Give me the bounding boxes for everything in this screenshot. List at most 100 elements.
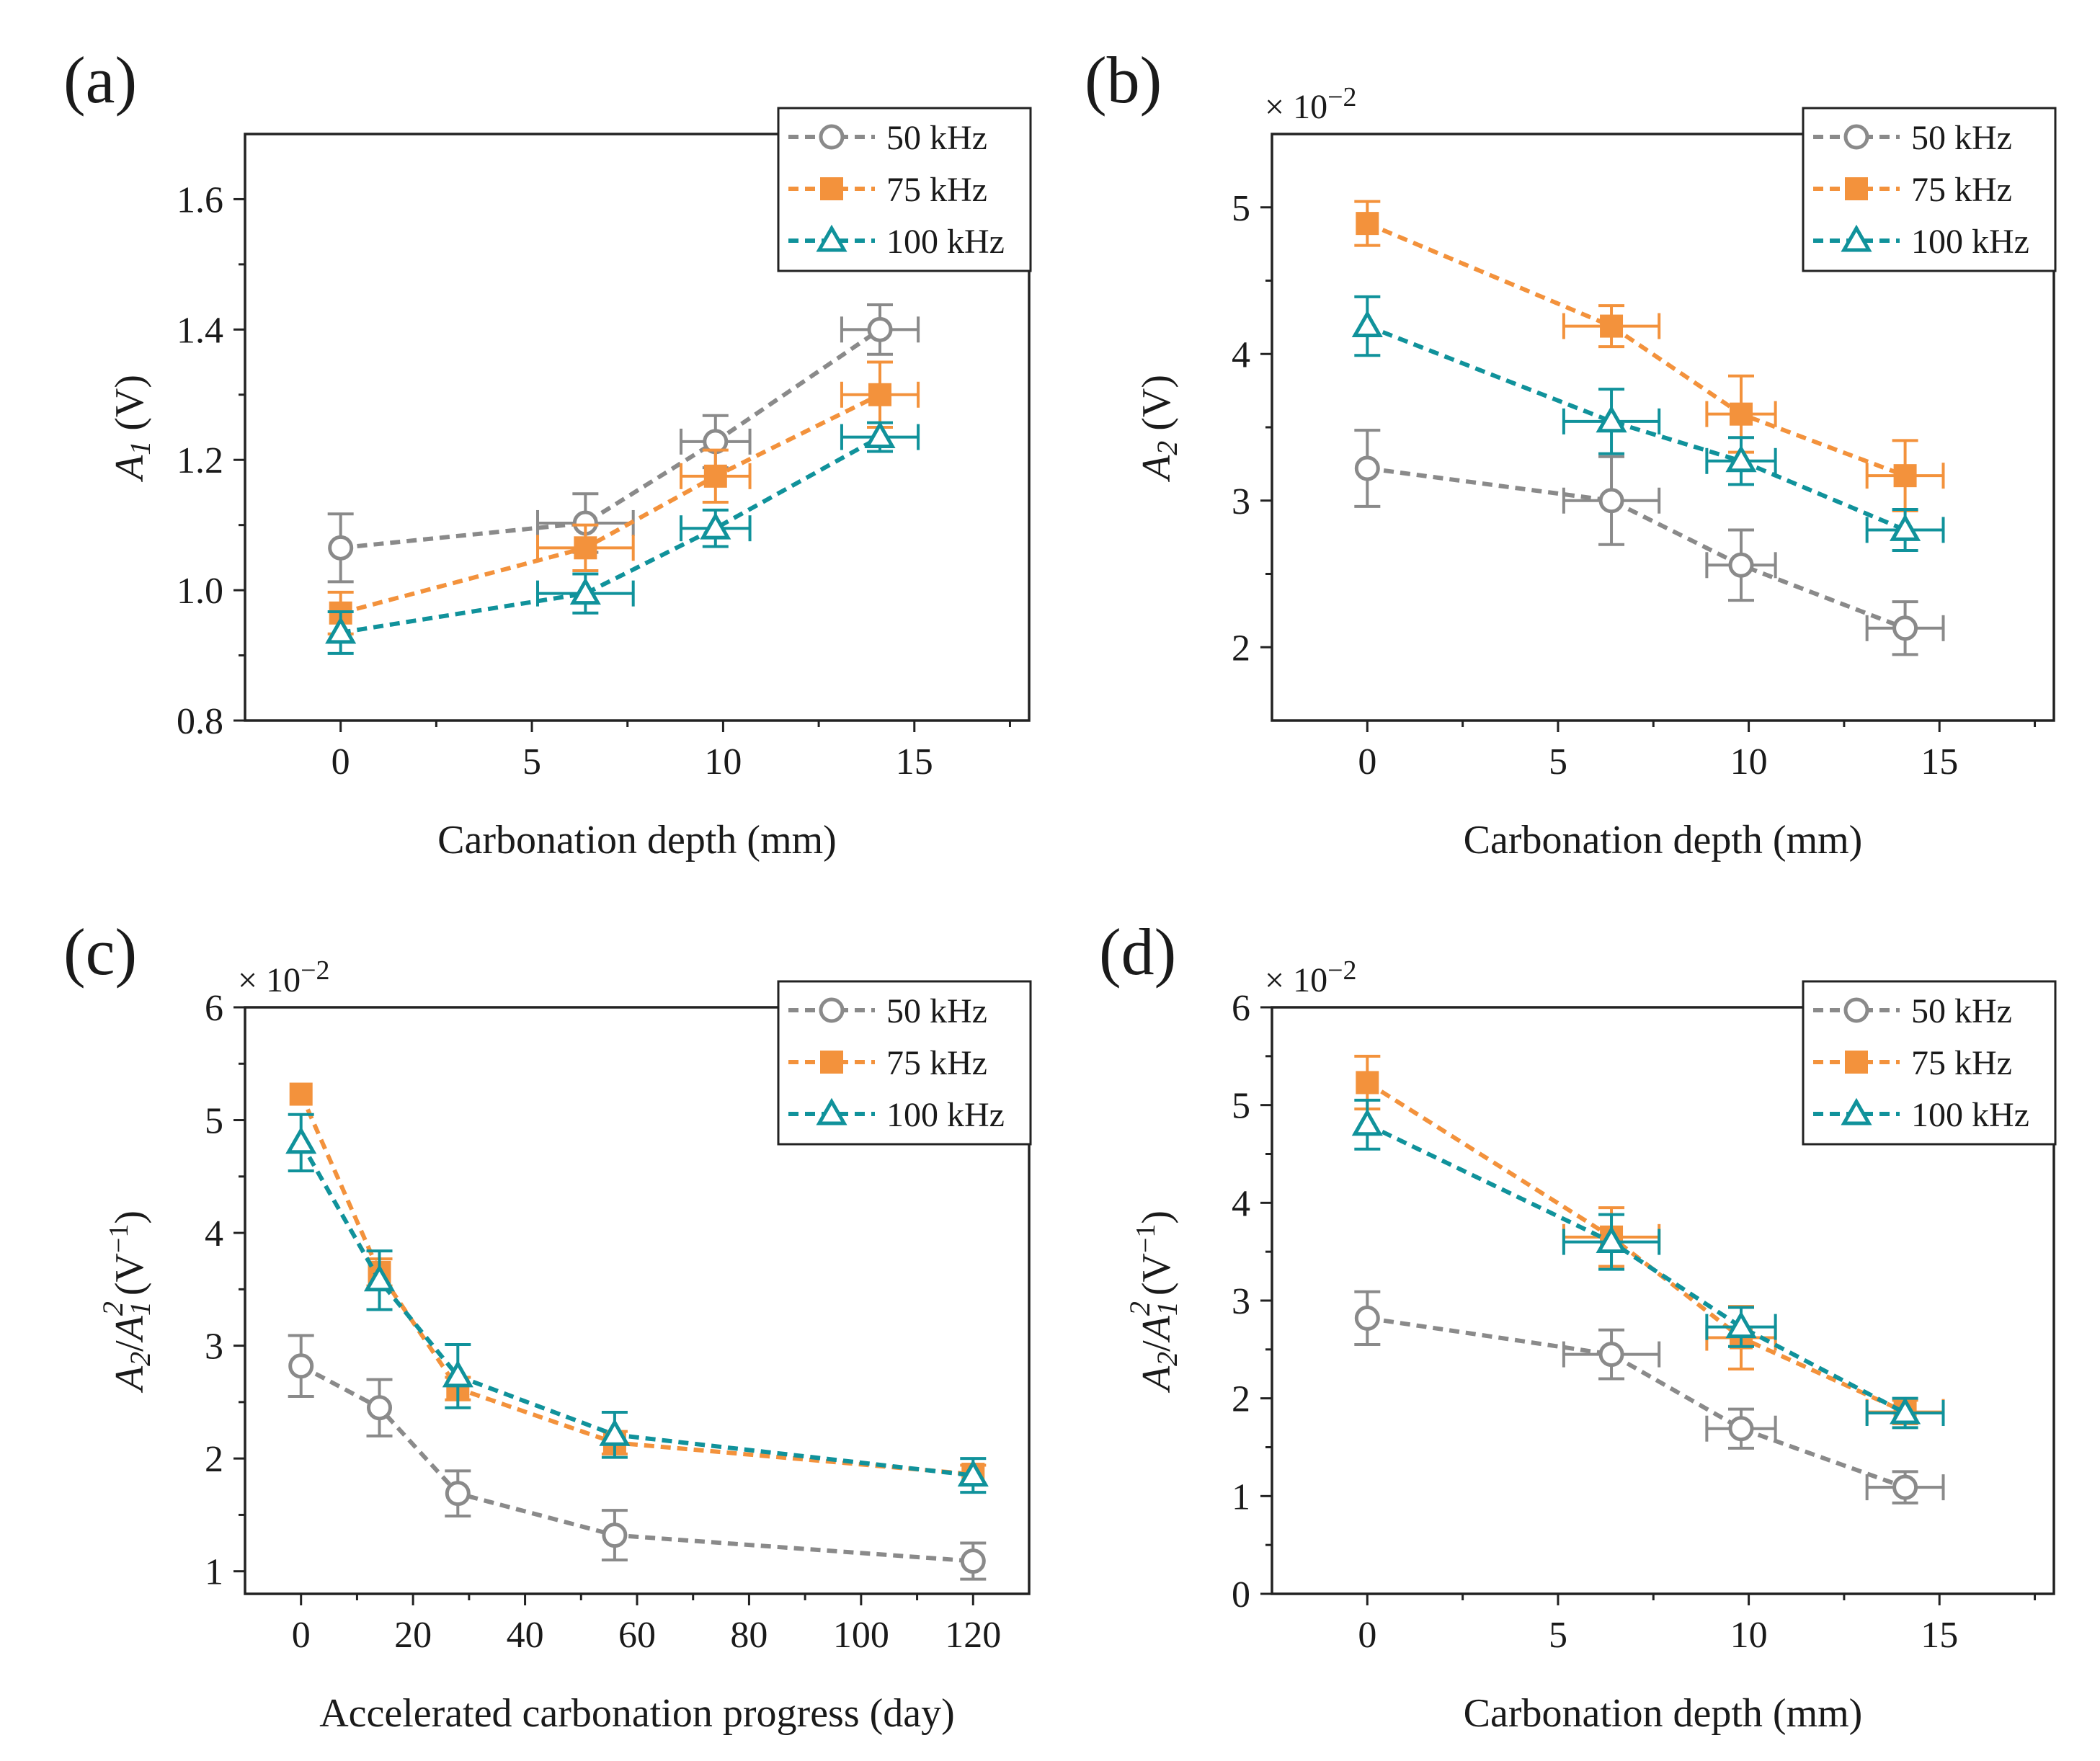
legend-marker (1845, 177, 1868, 200)
y-title-subscript: 1 (1151, 1301, 1183, 1316)
legend-label: 75 kHz (886, 1044, 987, 1082)
data-point (867, 316, 893, 342)
data-point (328, 535, 354, 561)
x-axis-title: Carbonation depth (mm) (437, 818, 837, 862)
series-line (300, 1364, 974, 1564)
data-point (1892, 615, 1918, 641)
axis-multiplier: × 10−2 (238, 955, 330, 999)
series-100-khz (325, 421, 920, 655)
y-tick-label: 6 (1232, 988, 1250, 1029)
legend-marker (1843, 997, 1869, 1023)
y-title-superscript: 2 (1124, 1301, 1156, 1316)
x-tick-label: 5 (522, 741, 541, 783)
y-tick-label: 2 (1232, 628, 1250, 669)
data-point (1725, 445, 1757, 473)
y-axis-title: A2/A12(V−1) (1124, 1211, 1183, 1394)
y-title-unit: (V) (1134, 375, 1179, 441)
series-line (340, 434, 881, 635)
data-point (1892, 1474, 1918, 1500)
y-tick-label: 1.2 (177, 440, 223, 481)
y-title-symbol: A (107, 1315, 152, 1343)
legend-label: 75 kHz (886, 171, 987, 209)
y-title-symbol: A (1134, 1365, 1179, 1394)
legend-marker (819, 997, 845, 1023)
legend: 50 kHz 75 kHz 100 kHz (1802, 107, 2057, 272)
y-axis-title: A1 (V) (107, 375, 156, 483)
legend-marker (1843, 124, 1869, 150)
legend-label: 100 kHz (1911, 1096, 2029, 1134)
data-point (703, 464, 727, 488)
y-title-unit-superscript: −1 (1131, 1224, 1161, 1253)
series-line (1366, 1316, 1906, 1489)
y-title-symbol: A (107, 1365, 152, 1394)
x-tick-label: 15 (1921, 1615, 1958, 1656)
y-tick-label: 2 (205, 1439, 223, 1480)
y-title-subscript: 1 (124, 1301, 156, 1316)
y-tick-label: 1.6 (177, 179, 223, 220)
legend-label: 75 kHz (1911, 1044, 2012, 1082)
legend: 50 kHz 75 kHz 100 kHz (1802, 980, 2057, 1146)
y-title-subscript: 1 (124, 441, 156, 455)
legend-marker (816, 1097, 847, 1125)
y-title-slash: / (1134, 1340, 1179, 1352)
x-tick-label: 10 (704, 741, 742, 783)
legend-label: 50 kHz (886, 992, 987, 1030)
series-100-khz (1351, 1098, 1945, 1430)
multiplier-base: × 10 (1265, 88, 1327, 126)
legend-label: 50 kHz (1911, 119, 2012, 157)
data-point (1354, 455, 1380, 481)
y-title-slash: / (107, 1340, 152, 1352)
panel-label: (c) (63, 915, 137, 989)
series-100-khz (285, 1113, 989, 1494)
x-tick-label: 0 (1358, 741, 1376, 783)
x-tick-label: 120 (945, 1615, 1001, 1656)
y-title-subscript: 2 (1151, 441, 1183, 455)
multiplier-exponent: −2 (1327, 955, 1356, 986)
multiplier-base: × 10 (238, 961, 301, 999)
data-point (574, 536, 597, 560)
data-point (367, 1395, 393, 1421)
legend-marker (820, 177, 843, 200)
y-tick-label: 1.0 (177, 571, 223, 612)
data-point (700, 512, 731, 540)
y-tick-label: 5 (1232, 188, 1250, 229)
series-line (340, 327, 881, 550)
series-50-khz (288, 1334, 987, 1581)
panel-label: (d) (1099, 915, 1176, 989)
panel-label: (a) (63, 43, 137, 117)
data-point (1598, 488, 1624, 514)
series-line (298, 1093, 974, 1477)
data-point (445, 1481, 471, 1507)
legend-marker (819, 124, 845, 150)
data-point (960, 1548, 986, 1574)
y-tick-label: 5 (1232, 1086, 1250, 1127)
y-tick-label: 5 (205, 1101, 223, 1142)
y-title-subscript: 2 (124, 1352, 156, 1366)
y-title-superscript: 2 (97, 1301, 129, 1316)
x-tick-label: 10 (1730, 1615, 1768, 1656)
series-line (1366, 1080, 1906, 1414)
x-tick-label: 10 (1730, 741, 1768, 783)
panel-label: (b) (1085, 43, 1162, 117)
y-tick-label: 1.4 (177, 310, 223, 351)
data-point (289, 1082, 313, 1106)
data-point (957, 1459, 989, 1487)
y-tick-label: 0 (1232, 1574, 1250, 1615)
data-point (442, 1360, 473, 1388)
x-axis-title: Carbonation depth (mm) (1464, 1691, 1863, 1736)
panel-a: (a) 0 5 10 15 0.8 1.0 1.2 1.4 1.6 Carbonation dept… (63, 43, 1032, 862)
data-point (1351, 310, 1383, 338)
y-tick-label: 3 (1232, 481, 1250, 522)
series-line (1366, 466, 1906, 630)
data-point (325, 616, 357, 644)
data-point (1890, 514, 1921, 541)
y-axis-title: A2 (V) (1134, 375, 1183, 483)
y-title-subscript: 2 (1151, 1352, 1183, 1366)
data-point (1728, 1416, 1754, 1442)
data-point (1598, 1342, 1624, 1368)
legend-label: 50 kHz (1911, 992, 2012, 1030)
x-tick-label: 5 (1549, 1615, 1567, 1656)
